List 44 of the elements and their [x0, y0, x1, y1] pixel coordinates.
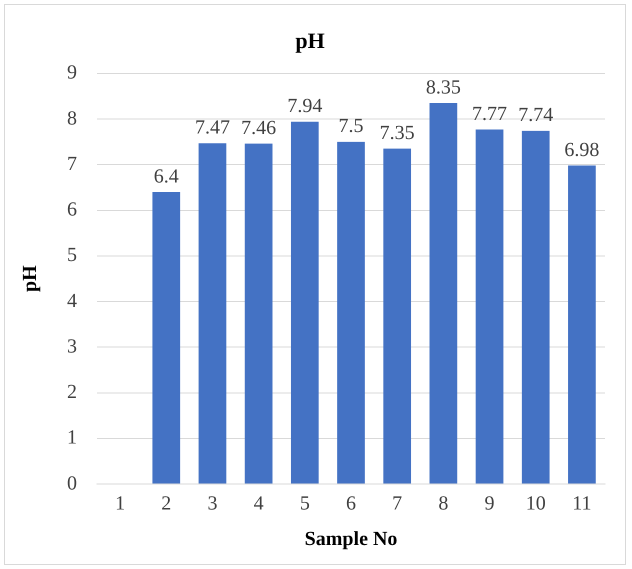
- y-tick-label: 6: [67, 198, 77, 221]
- data-label: 7.5: [338, 115, 364, 138]
- x-tick-label: 5: [300, 492, 310, 514]
- data-label: 7.35: [380, 122, 415, 144]
- x-tick-label: 2: [161, 492, 172, 514]
- chart-title: pH: [295, 28, 325, 53]
- bar: [337, 142, 365, 484]
- x-tick-label: 9: [484, 492, 495, 514]
- data-label: 7.77: [472, 102, 508, 125]
- x-tick-label: 6: [346, 492, 356, 514]
- y-tick-label: 7: [67, 152, 77, 175]
- data-label: 7.46: [241, 116, 276, 139]
- data-label: 7.74: [518, 104, 554, 126]
- y-tick-label: 9: [67, 62, 77, 84]
- bar: [152, 192, 180, 484]
- bar: [244, 144, 272, 484]
- x-tick-label: 4: [254, 492, 264, 514]
- x-tick-label: 10: [526, 492, 546, 514]
- data-label: 7.94: [287, 95, 322, 118]
- y-axis-title: pH: [19, 264, 42, 292]
- y-tick-label: 2: [67, 381, 77, 404]
- y-tick-label: 5: [67, 244, 77, 266]
- y-tick-label: 1: [67, 426, 77, 449]
- bar: [568, 166, 596, 484]
- bar: [383, 148, 412, 484]
- bar: [476, 130, 504, 484]
- bar: [430, 103, 458, 484]
- y-tick-label: 4: [67, 290, 77, 312]
- y-tick-label: 3: [67, 335, 77, 358]
- y-tick-label: 8: [67, 107, 77, 130]
- bar: [290, 122, 319, 484]
- bar: [522, 130, 550, 484]
- data-label: 6.4: [154, 165, 179, 188]
- x-tick-label: 3: [207, 492, 218, 514]
- y-tick-label: 0: [67, 472, 77, 494]
- x-tick-label: 7: [392, 492, 402, 514]
- x-axis-title: Sample No: [304, 528, 398, 550]
- data-label: 8.35: [426, 76, 461, 98]
- x-tick-label: 1: [115, 492, 126, 514]
- data-label: 6.98: [564, 138, 600, 161]
- x-tick-label: 8: [438, 492, 448, 514]
- x-tick-label: 11: [572, 492, 592, 514]
- bar: [198, 143, 226, 484]
- data-label: 7.47: [194, 116, 230, 138]
